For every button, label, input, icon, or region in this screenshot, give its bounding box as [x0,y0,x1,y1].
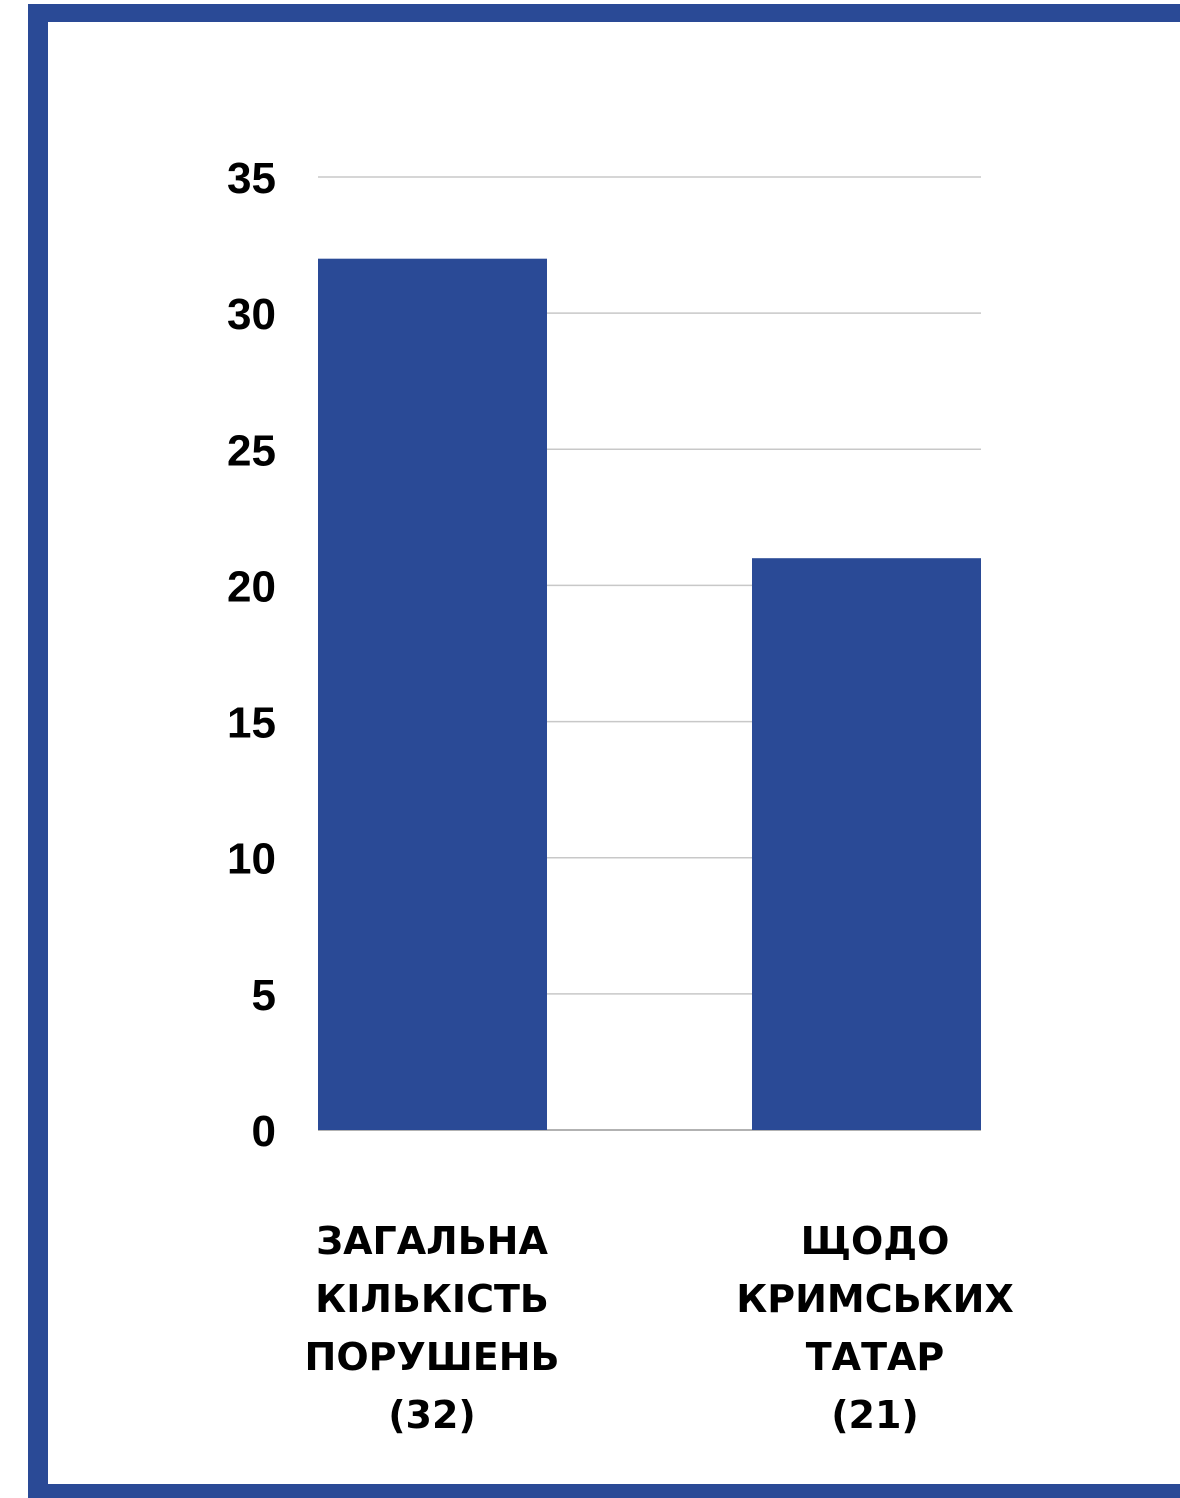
category-label-line: ЩОДО [800,1219,950,1263]
category-label-line: (32) [388,1393,476,1437]
category-label-0: ЗАГАЛЬНА КІЛЬКІСТЬ ПОРУШЕНЬ (32) [262,1212,602,1444]
bars [318,258,981,1131]
category-label-1: ЩОДО КРИМСЬКИХ ТАТАР (21) [705,1212,1045,1444]
y-axis-ticks: 0 5 10 15 20 25 30 35 [227,154,276,1156]
category-label-line: (21) [831,1393,919,1437]
y-tick-label: 30 [227,290,276,339]
category-label-line: ПОРУШЕНЬ [304,1335,560,1379]
y-tick-label: 5 [252,971,276,1020]
category-label-line: ЗАГАЛЬНА [316,1219,548,1263]
y-tick-label: 0 [252,1107,276,1156]
chart-frame [28,4,1180,1498]
y-tick-label: 15 [227,699,276,748]
bar-0 [318,258,547,1131]
y-tick-label: 10 [227,835,276,884]
y-tick-label: 20 [227,562,276,611]
y-tick-label: 25 [227,426,276,475]
y-tick-label: 35 [227,154,276,203]
category-label-line: ТАТАР [805,1335,945,1379]
bar-1 [752,558,981,1130]
category-label-line: КІЛЬКІСТЬ [315,1277,549,1321]
category-label-line: КРИМСЬКИХ [736,1277,1014,1321]
